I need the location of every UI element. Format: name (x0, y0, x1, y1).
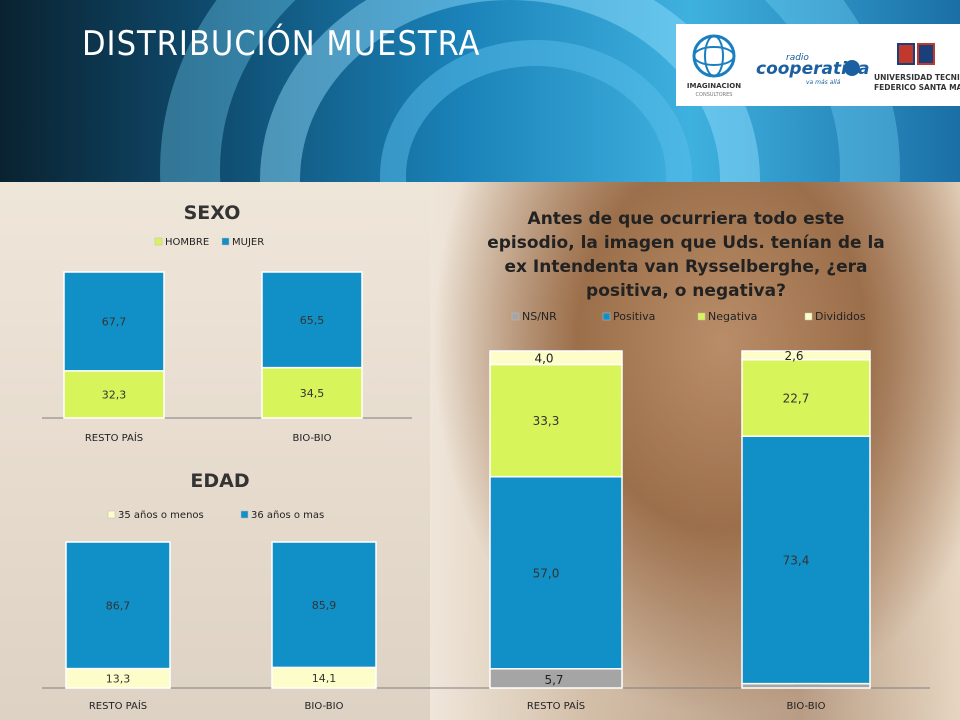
legend-swatch (804, 312, 813, 321)
data-label: 85,9 (312, 599, 337, 612)
data-label: 4,0 (534, 351, 553, 365)
bar-segment (489, 350, 623, 366)
data-label: 33,3 (533, 414, 560, 428)
legend-label: Negativa (708, 310, 757, 323)
data-label: 67,7 (102, 316, 127, 329)
legend-swatch (107, 510, 116, 519)
data-label: 57,0 (533, 566, 560, 580)
chart-bars: 32,3 67,7 RESTO PAÍS 34,5 65,5 BIO-BIO (42, 271, 412, 444)
legend-label: 36 años o mas (251, 510, 324, 521)
data-label: 86,7 (106, 599, 131, 612)
university-line2: FEDERICO SANTA MAR (874, 83, 960, 92)
legend-label: HOMBRE (165, 237, 209, 248)
legend-swatch (511, 312, 520, 321)
radio-name-text: cooperativa (756, 59, 870, 79)
data-label: 32,3 (102, 389, 127, 402)
legend-label: NS/NR (522, 310, 557, 323)
chart-opinion: Antes de que ocurriera todo este episodi… (428, 209, 930, 712)
legend-label: Positiva (613, 310, 655, 323)
chart-edad: EDAD 35 años o menos 36 años o mas 13,3 86… (42, 470, 428, 712)
bar-segment (741, 435, 871, 685)
chart-legend: HOMBRE MUJER (154, 237, 264, 248)
university-logo: UNIVERSIDAD TECNIC FEDERICO SANTA MAR (874, 43, 960, 92)
bar-segment (65, 541, 171, 670)
legend-swatch (697, 312, 706, 321)
data-label: 14,1 (312, 672, 337, 685)
bar-segment (741, 359, 871, 438)
legend-swatch (221, 237, 230, 246)
legend-swatch (240, 510, 249, 519)
data-label: 22,7 (783, 392, 810, 406)
data-label: 65,5 (300, 314, 325, 327)
category-label: RESTO PAÍS (89, 699, 147, 712)
logo-strip: IMAGINACION CONSULTORES radio cooperativ… (676, 24, 960, 106)
imaginacion-logo-text: IMAGINACION (687, 82, 741, 90)
data-label: 34,5 (300, 387, 325, 400)
imaginacion-logo-sub: CONSULTORES (696, 92, 733, 98)
cooperativa-badge-icon (844, 60, 860, 76)
chart-title-line: Antes de que ocurriera todo este (528, 209, 845, 229)
chart-title-line: ex Intendenta van Rysselberghe, ¿era (504, 257, 867, 277)
data-label: 13,3 (106, 672, 131, 685)
chart-sexo: SEXO HOMBRE MUJER 32,3 67,7 RESTO PAÍS 34,5 6… (42, 202, 412, 444)
bar-segment (261, 271, 363, 369)
bar-segment (489, 475, 623, 670)
chart-legend: 35 años o menos 36 años o mas (107, 510, 324, 521)
logos-svg: IMAGINACION CONSULTORES radio cooperativ… (687, 34, 960, 98)
page-title: DISTRIBUCIÓN MUESTRA (82, 24, 481, 64)
legend-label: MUJER (232, 237, 264, 248)
bar-segment (489, 363, 623, 478)
bar-segment (741, 350, 871, 361)
category-label: RESTO PAÍS (85, 431, 143, 444)
legend-label: 35 años o menos (118, 510, 204, 521)
data-label: 5,7 (544, 673, 563, 687)
category-label: BIO-BIO (293, 433, 332, 444)
data-label: 73,4 (783, 554, 810, 568)
legend-swatch (602, 312, 611, 321)
chart-title-line: episodio, la imagen que Uds. tenían de l… (487, 233, 885, 253)
chart-title: SEXO (184, 202, 241, 224)
radio-small-text: radio (786, 53, 809, 63)
cooperativa-logo: radio cooperativa va más allá (756, 53, 870, 86)
header-banner: DISTRIBUCIÓN MUESTRA IMAGINACION CONSULT… (0, 0, 960, 182)
category-label: BIO-BIO (787, 701, 826, 712)
bar-segment (63, 271, 165, 372)
category-label: RESTO PAÍS (527, 699, 585, 712)
imaginacion-logo: IMAGINACION CONSULTORES (687, 34, 741, 98)
chart-title: EDAD (190, 470, 249, 492)
chart-bars: 13,3 86,7 RESTO PAÍS 14,1 85,9 BIO-BIO (42, 541, 428, 712)
category-label: BIO-BIO (305, 701, 344, 712)
chart-title-line: positiva, o negativa? (586, 281, 786, 301)
bar-segment (271, 541, 377, 669)
radio-tag-text: va más allá (806, 79, 841, 86)
university-line1: UNIVERSIDAD TECNIC (874, 73, 960, 82)
chart-legend: NS/NR Positiva Negativa Divididos (511, 310, 866, 323)
legend-swatch (154, 237, 163, 246)
legend-label: Divididos (815, 310, 866, 323)
data-label: 2,6 (784, 349, 803, 363)
